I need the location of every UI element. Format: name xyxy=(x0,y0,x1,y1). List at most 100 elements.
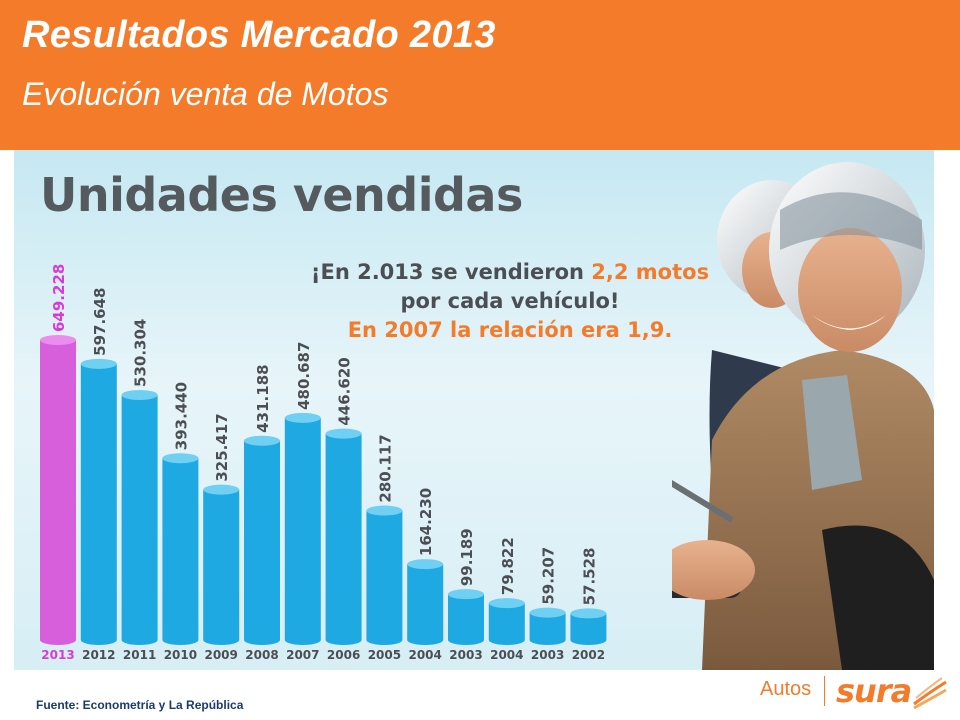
x-tick-label: 2013 xyxy=(41,648,74,662)
logo-divider xyxy=(824,676,825,706)
bar-0 xyxy=(40,335,76,645)
x-tick-label: 2007 xyxy=(286,648,319,662)
bar-13 xyxy=(570,608,607,645)
bar-base xyxy=(570,635,607,645)
callout-line-1-prefix: ¡En 2.013 se vendieron xyxy=(310,260,592,284)
bar-top xyxy=(80,358,117,369)
x-tick-label: 2002 xyxy=(572,648,605,662)
bar-top xyxy=(570,608,607,619)
bar-base xyxy=(407,635,444,645)
x-tick-label: 2009 xyxy=(204,648,237,662)
bar-value-label: 530.304 xyxy=(132,319,150,387)
bar-top xyxy=(448,589,484,600)
infographic-panel: Unidades vendidas ¡En 2.013 se vendieron… xyxy=(14,150,934,670)
bar-base xyxy=(325,635,362,645)
logo-autos-text: Autos xyxy=(760,678,812,700)
bar-top xyxy=(325,428,362,439)
x-tick-label: 2011 xyxy=(123,648,156,662)
bar-top xyxy=(366,505,403,516)
bar-top xyxy=(529,607,566,618)
callout-line-1-highlight: 2,2 motos xyxy=(591,260,710,284)
bar-value-label: 446.620 xyxy=(336,357,354,425)
bar-base xyxy=(448,635,484,645)
bar-chart: 649.228 2013 597.648 2012 530.304 2011 393.440… xyxy=(40,264,607,662)
callout-line-1: ¡En 2.013 se vendieron 2,2 motos xyxy=(310,258,710,287)
bar-value-label: 57.528 xyxy=(580,548,598,606)
bar-4 xyxy=(203,484,240,645)
sura-logo: Autos sura xyxy=(760,670,950,714)
bar-body xyxy=(366,510,403,640)
bar-value-label: 79.822 xyxy=(499,537,517,595)
bar-body xyxy=(162,458,199,640)
bar-base xyxy=(244,635,280,645)
x-tick-label: 2003 xyxy=(449,648,482,662)
bar-body xyxy=(284,417,321,640)
bar-value-label: 280.117 xyxy=(376,434,394,502)
bar-base xyxy=(40,635,76,645)
bar-base xyxy=(284,635,321,645)
page-subtitle: Evolución venta de Motos xyxy=(22,76,389,112)
bar-5 xyxy=(244,435,280,645)
bar-2 xyxy=(121,389,158,645)
bar-body xyxy=(80,363,117,640)
chart-title: Unidades vendidas xyxy=(40,168,523,222)
bar-8 xyxy=(366,505,403,645)
x-tick-label: 2006 xyxy=(327,648,360,662)
x-tick-label: 2010 xyxy=(164,648,197,662)
bar-7 xyxy=(325,428,362,645)
bar-value-label: 393.440 xyxy=(172,382,190,450)
bar-base xyxy=(80,635,117,645)
bar-6 xyxy=(284,412,321,645)
bar-12 xyxy=(529,607,566,645)
page-title: Resultados Mercado 2013 xyxy=(22,14,496,56)
bar-value-label: 164.230 xyxy=(417,488,435,556)
bar-base xyxy=(366,635,403,645)
sura-rays-icon xyxy=(913,677,947,710)
bar-value-label: 597.648 xyxy=(91,288,109,356)
bar-base xyxy=(529,635,566,645)
callout-line-3: En 2007 la relación era 1,9. xyxy=(347,318,673,342)
bar-value-label: 431.188 xyxy=(254,364,272,432)
bar-top xyxy=(121,389,158,400)
bar-top xyxy=(488,598,525,609)
header-banner: Resultados Mercado 2013 Evolución venta … xyxy=(0,0,960,150)
bar-3 xyxy=(162,453,199,645)
bar-body xyxy=(407,564,444,640)
x-tick-label: 2003 xyxy=(531,648,564,662)
bar-top xyxy=(40,335,76,345)
bar-value-label: 99.189 xyxy=(458,528,476,586)
bar-value-label: 325.417 xyxy=(213,413,231,481)
bar-9 xyxy=(407,559,444,645)
callout-line-2: por cada vehículo! xyxy=(400,289,620,313)
x-tick-label: 2004 xyxy=(490,648,523,662)
bar-body xyxy=(203,489,240,640)
bar-top xyxy=(203,484,240,495)
bar-top xyxy=(284,412,321,423)
riders-photo xyxy=(672,162,934,670)
source-note: Fuente: Econometría y La República xyxy=(36,698,244,712)
bar-body xyxy=(40,340,76,640)
bar-body xyxy=(488,603,525,640)
bar-body xyxy=(325,433,362,640)
bar-top xyxy=(162,453,199,464)
bar-10 xyxy=(448,589,484,645)
x-tick-label: 2008 xyxy=(245,648,278,662)
bar-base xyxy=(162,635,199,645)
bar-base xyxy=(488,635,525,645)
callout-text: ¡En 2.013 se vendieron 2,2 motos por cad… xyxy=(310,258,710,345)
bar-body xyxy=(448,594,484,640)
bar-11 xyxy=(488,598,525,645)
x-tick-label: 2004 xyxy=(408,648,441,662)
bar-value-label: 480.687 xyxy=(295,342,313,410)
x-tick-label: 2005 xyxy=(368,648,401,662)
bar-base xyxy=(121,635,158,645)
bar-value-label: 649.228 xyxy=(50,264,68,332)
bar-value-label: 59.207 xyxy=(540,547,558,605)
x-tick-label: 2012 xyxy=(82,648,115,662)
bar-body xyxy=(244,440,280,640)
bar-top xyxy=(244,435,280,446)
bar-1 xyxy=(80,358,117,645)
bar-top xyxy=(407,559,444,570)
logo-brand-text: sura xyxy=(836,672,912,710)
bar-body xyxy=(121,394,158,640)
